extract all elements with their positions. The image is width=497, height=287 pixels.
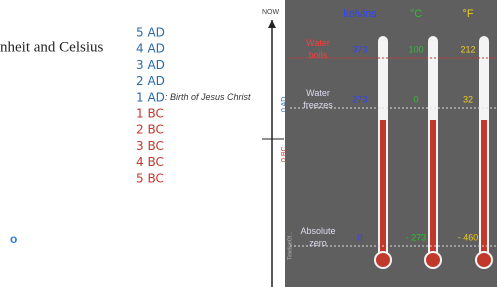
thermometer-bulb [476, 252, 492, 268]
ad-label: 0 AD [281, 97, 288, 112]
row-value: 0 [357, 232, 362, 242]
unit-header: °C [410, 8, 422, 20]
year-bc: 5 BC [136, 171, 164, 185]
year-ad: 4 AD [136, 42, 165, 56]
thermometer-bulb [425, 252, 441, 268]
year-ad: 2 AD [136, 74, 165, 88]
heading-fragment: nheit and Celsius [0, 39, 103, 55]
thermometer-mercury [481, 120, 487, 258]
year-bc: 4 BC [136, 155, 164, 169]
year-ad: 1 AD [136, 90, 165, 104]
year-bc: 2 BC [136, 123, 164, 137]
row-value: 0 [413, 94, 418, 104]
bc-label: 0 BC [281, 146, 288, 162]
year-ad: 3 AD [136, 58, 165, 72]
year-bc: 1 BC [136, 107, 164, 121]
thermometer-mercury [430, 120, 436, 258]
row-value: - 460 [458, 232, 479, 242]
bullet: o [10, 232, 17, 246]
timeline-arrow [268, 20, 276, 28]
unit-header: kelvins [343, 8, 377, 20]
row-value: 100 [408, 44, 423, 54]
year-ad: 5 AD [136, 26, 165, 40]
row-value: 273 [352, 94, 367, 104]
now-label: NOW [262, 9, 280, 16]
thermometer-mercury [380, 120, 386, 258]
unit-header: °F [462, 8, 473, 20]
row-value: - 273 [406, 232, 427, 242]
row-value: 32 [463, 94, 473, 104]
page: nheit and Celsius o 5 AD 4 AD 3 AD 2 AD 1 AD: … [0, 0, 497, 287]
thermometer-bulb [375, 252, 391, 268]
row-value: 373 [352, 44, 367, 54]
birth-note: : Birth of Jesus Christ [165, 92, 251, 102]
row-value: 212 [460, 44, 475, 54]
year-bc: 3 BC [136, 139, 164, 153]
